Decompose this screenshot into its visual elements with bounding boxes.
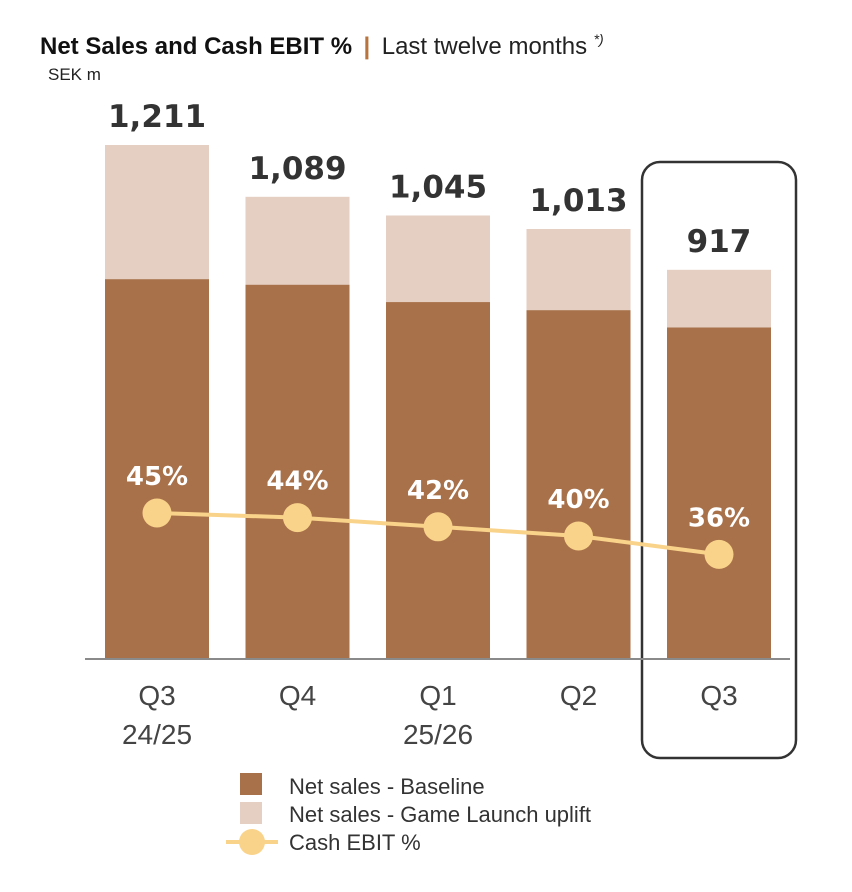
tick-label-2: Q4 xyxy=(279,680,316,711)
chart-marks: 1,211 Q3 24/25 1,089 Q4 1,045 Q1 25/26 1,013 Q2 91… xyxy=(85,99,798,855)
cash-ebit-point-1 xyxy=(142,498,172,528)
tick-label-1-line2: 24/25 xyxy=(122,719,192,750)
cash-ebit-point-4 xyxy=(564,521,593,551)
bar-uplift-5 xyxy=(667,269,771,328)
tick-label-3-line2: 25/26 xyxy=(403,719,473,750)
legend-swatch-uplift xyxy=(240,802,262,824)
legend-label-cash-ebit: Cash EBIT % xyxy=(289,830,421,855)
bar-baseline-2 xyxy=(245,284,350,659)
legend-label-uplift: Net sales - Game Launch uplift xyxy=(289,802,591,827)
legend-swatch-baseline xyxy=(240,773,262,795)
tick-label-3: Q1 xyxy=(419,680,456,711)
tick-label-4: Q2 xyxy=(560,680,597,711)
bar-uplift-4 xyxy=(526,229,631,311)
chart-title-main: Net Sales and Cash EBIT % xyxy=(40,33,352,60)
chart-title-footnote-marker: *) xyxy=(594,31,604,47)
total-label-1: 1,211 xyxy=(108,99,206,135)
cash-ebit-label-5: 36% xyxy=(688,503,750,533)
cash-ebit-label-3: 42% xyxy=(407,476,469,506)
chart-title-separator: | xyxy=(364,33,371,60)
bar-baseline-3 xyxy=(386,302,490,659)
bar-baseline-1 xyxy=(105,279,209,659)
chart-title: Net Sales and Cash EBIT % | Last twelve … xyxy=(40,31,604,60)
total-label-5: 917 xyxy=(687,224,752,260)
cash-ebit-point-5 xyxy=(704,539,734,569)
bar-baseline-4 xyxy=(526,310,631,659)
highlight-frame xyxy=(640,160,798,760)
total-label-3: 1,045 xyxy=(389,170,487,206)
cash-ebit-label-1: 45% xyxy=(126,462,188,492)
bar-uplift-1 xyxy=(105,145,209,280)
cash-ebit-label-2: 44% xyxy=(266,467,328,497)
chart-title-sub: Last twelve months xyxy=(382,33,587,60)
total-label-4: 1,013 xyxy=(529,183,627,219)
legend-marker-cash-ebit xyxy=(239,829,265,855)
unit-label: SEK m xyxy=(48,65,101,84)
bar-uplift-3 xyxy=(386,215,490,303)
legend-label-baseline: Net sales - Baseline xyxy=(289,774,485,799)
bar-baseline-5 xyxy=(667,327,771,659)
total-label-2: 1,089 xyxy=(248,151,346,187)
tick-label-5: Q3 xyxy=(700,680,737,711)
tick-label-1: Q3 xyxy=(138,680,175,711)
cash-ebit-label-4: 40% xyxy=(547,485,609,515)
cash-ebit-point-3 xyxy=(423,512,453,542)
cash-ebit-point-2 xyxy=(283,503,312,533)
bar-uplift-2 xyxy=(245,196,350,285)
